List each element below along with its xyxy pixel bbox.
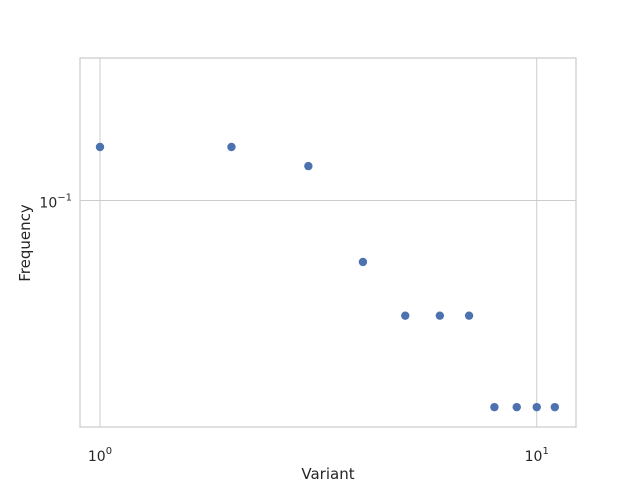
data-point-4 [358,257,368,267]
x-axis-label: Variant [301,465,354,480]
grid-lines [80,58,576,427]
data-point-10 [532,402,541,412]
data-point-8 [490,402,499,412]
y-axis-label: Frequency [16,204,34,282]
plot-frame [79,57,577,428]
data-point-2 [227,142,236,152]
x-tick-label-1: 101 [525,446,549,465]
data-points [95,142,560,412]
data-point-11 [550,402,560,412]
plot-area [80,58,576,427]
y-tick-label-0: 10−1 [39,193,72,212]
x-tick-label-0: 100 [88,446,112,465]
data-point-1 [95,142,105,152]
data-point-9 [512,402,521,412]
data-point-3 [304,161,313,171]
data-point-6 [435,311,445,320]
data-point-7 [464,311,474,320]
data-point-5 [401,311,410,320]
tick-labels: 100 101 10−1 [39,193,548,465]
